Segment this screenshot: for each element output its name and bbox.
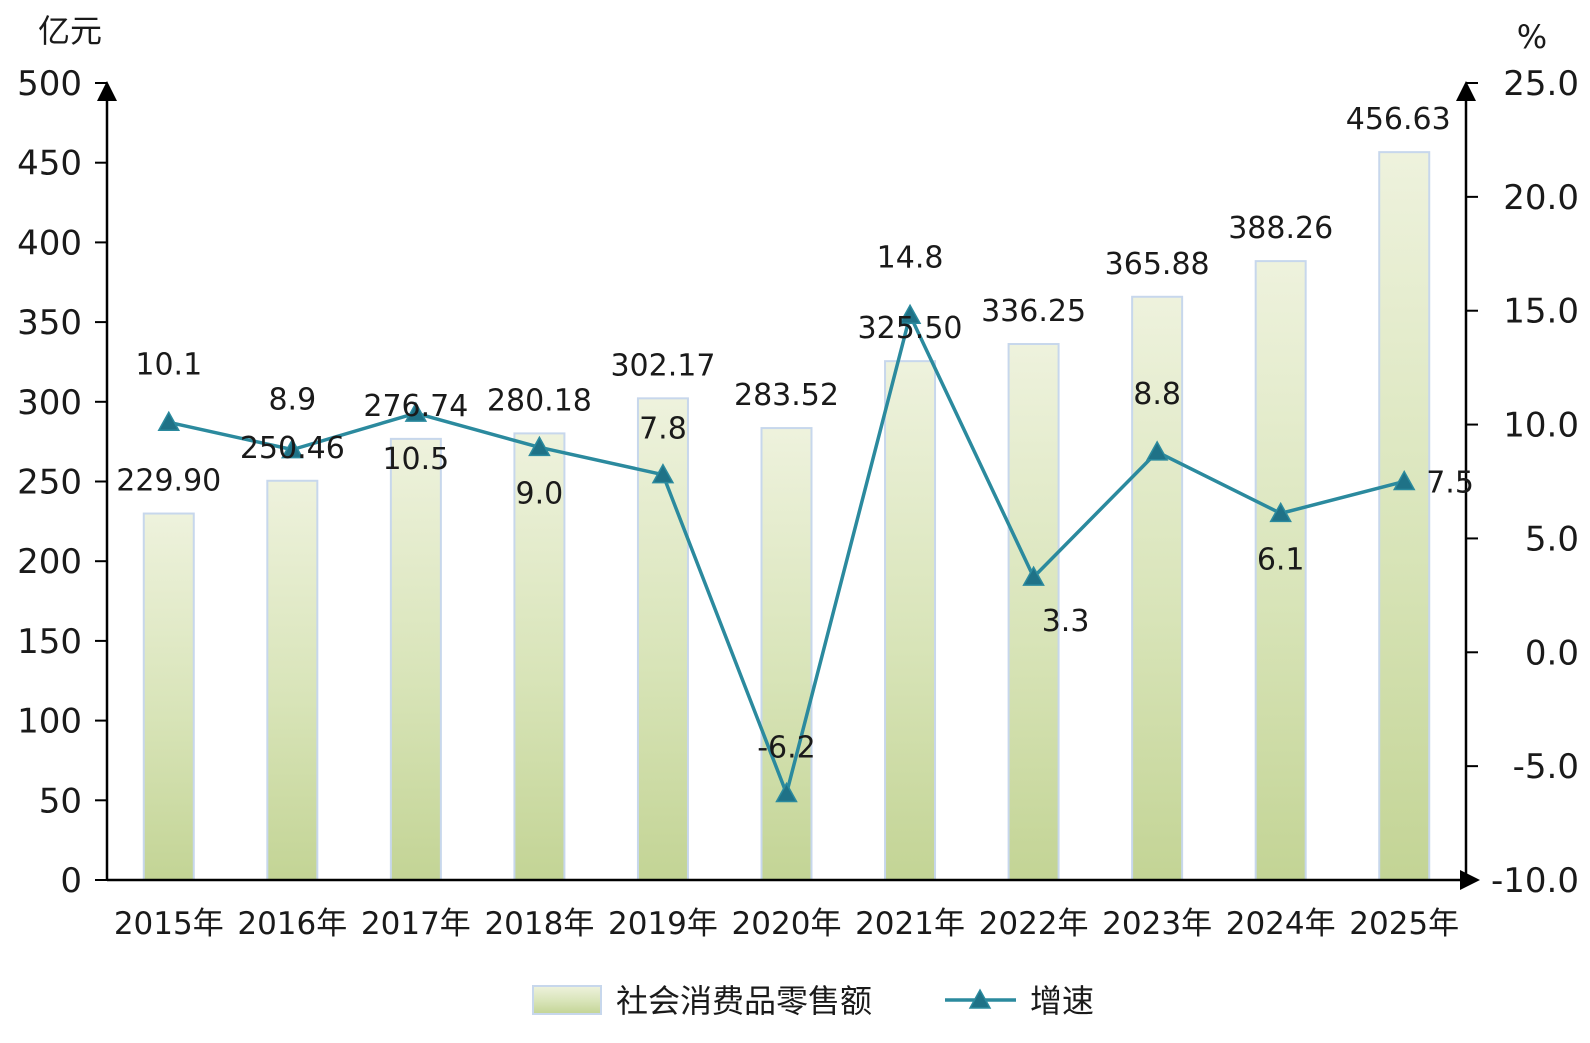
legend-bar-swatch (532, 985, 602, 1015)
x-tick-label: 2018年 (484, 906, 594, 942)
bar-value-label: 336.25 (981, 294, 1086, 329)
y-right-tick-label: -5.0 (1513, 747, 1579, 787)
y-left-tick-label: 300 (17, 383, 82, 423)
y-right-tick-label: 25.0 (1503, 64, 1579, 104)
x-tick-label: 2022年 (979, 906, 1089, 942)
growth-marker (281, 438, 304, 459)
y-right-tick-label: 15.0 (1503, 292, 1579, 332)
y-left-unit: 亿元 (38, 12, 102, 50)
legend-bar-label: 社会消费品零售额 (616, 982, 872, 1020)
growth-marker (1022, 565, 1045, 586)
growth-marker (1392, 469, 1416, 491)
x-tick-label: 2025年 (1349, 906, 1459, 942)
growth-marker (651, 463, 675, 484)
bar-value-label: 302.17 (610, 348, 715, 383)
y-right-tick-label: -10.0 (1491, 861, 1579, 901)
growth-value-label: 3.3 (1042, 604, 1090, 639)
bar (266, 479, 319, 881)
y-left-tick-label: 400 (17, 223, 82, 263)
bar (389, 437, 442, 881)
bar-value-label: 283.52 (734, 378, 839, 413)
growth-value-label: 8.9 (268, 383, 316, 418)
legend-line-label: 增速 (1030, 982, 1094, 1020)
y-axis-right-arrow (1456, 81, 1476, 101)
y-left-tick-label: 500 (17, 64, 82, 104)
bar-value-label: 276.74 (363, 389, 468, 424)
bar-value-label: 250.46 (240, 431, 345, 466)
bar-value-label: 229.90 (116, 464, 221, 499)
growth-value-label: 8.8 (1133, 377, 1181, 412)
growth-marker (1145, 440, 1169, 461)
x-tick-label: 2016年 (237, 906, 347, 942)
bar (1131, 295, 1184, 881)
bar-value-label: 280.18 (487, 383, 592, 418)
y-left-tick-label: 450 (17, 144, 82, 184)
bar (884, 360, 937, 881)
bar (142, 512, 195, 882)
y-left-tick-label: 50 (39, 781, 82, 821)
bar (760, 427, 813, 881)
bar-value-label: 325.50 (858, 311, 963, 346)
growth-value-label: 7.8 (639, 412, 687, 447)
growth-value-label: 6.1 (1257, 542, 1305, 577)
x-tick-label: 2020年 (732, 906, 842, 942)
y-axis-left-arrow (97, 81, 117, 101)
y-right-tick-label: 5.0 (1525, 519, 1579, 559)
y-left-tick-label: 150 (17, 622, 82, 662)
x-tick-label: 2017年 (361, 906, 471, 942)
data-labels: 229.90 250.46 276.74 280.18 302.17 283.52 325.… (116, 102, 1474, 765)
bar-value-label: 365.88 (1105, 247, 1210, 282)
y-right-tick-label: 20.0 (1503, 178, 1579, 218)
y-left-tick-label: 350 (17, 303, 82, 343)
legend: 社会消费品零售额 增速 (532, 982, 1094, 1020)
growth-value-label: 14.8 (877, 240, 944, 275)
growth-value-label: 10.5 (382, 442, 449, 477)
y-left-tick-label: 200 (17, 542, 82, 582)
growth-marker (775, 781, 798, 803)
bar-value-label: 456.63 (1346, 102, 1451, 137)
growth-value-label: 10.1 (135, 347, 202, 382)
y-right-unit: % (1517, 18, 1547, 56)
x-tick-label: 2023年 (1102, 906, 1212, 942)
y-left-tick-label: 100 (17, 702, 82, 742)
growth-marker (404, 401, 428, 422)
growth-marker (528, 435, 551, 457)
bar-value-label: 388.26 (1228, 211, 1333, 246)
x-tick-label: 2021年 (855, 906, 965, 942)
x-tick-label: 2024年 (1226, 906, 1336, 942)
y-right-tick-label: 0.0 (1525, 633, 1579, 673)
y-left-tick-label: 250 (17, 463, 82, 503)
line-series (157, 303, 1416, 803)
y-right-tick-label: 10.0 (1503, 406, 1579, 446)
growth-value-label: 9.0 (516, 476, 564, 511)
growth-value-label: 7.5 (1426, 466, 1474, 501)
x-tick-label: 2019年 (608, 906, 718, 942)
axes: 0 50 100 150 200 250 300 350 400 450 500 -10.0 -5.0 0… (17, 12, 1579, 942)
bar (1378, 151, 1431, 881)
legend-line-marker (968, 988, 992, 1009)
growth-marker (898, 303, 922, 325)
bar-series (142, 151, 1431, 882)
y-left-tick-label: 0 (60, 861, 82, 901)
bar (513, 432, 566, 881)
bar (1007, 343, 1060, 881)
growth-marker (157, 410, 181, 432)
growth-marker (1269, 501, 1292, 523)
x-tick-label: 2015年 (114, 906, 224, 942)
growth-value-label: -6.2 (757, 730, 816, 765)
